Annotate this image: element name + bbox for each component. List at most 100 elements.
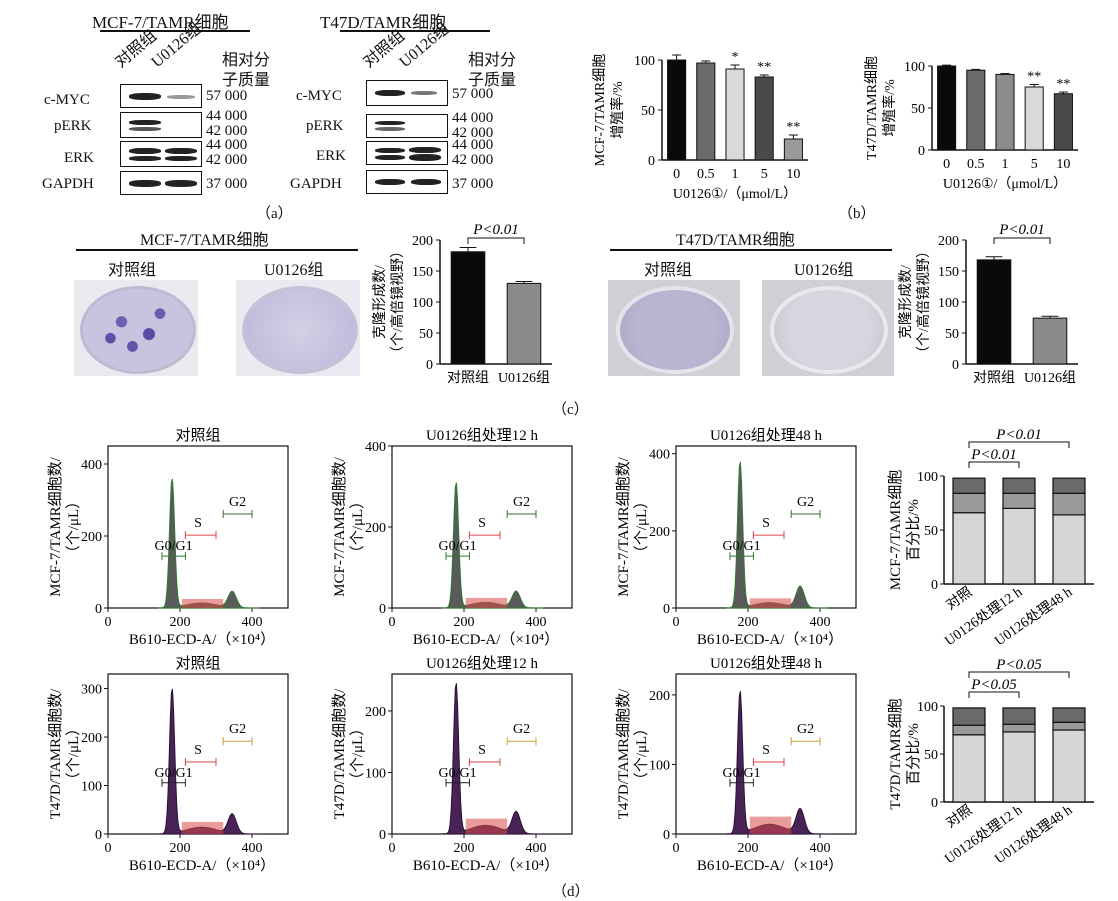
stacked-segment [1052,707,1086,723]
mw-label: 44 000 [206,108,248,124]
mw-label: 37 000 [206,176,248,192]
gate-label: G0/G1 [154,766,192,781]
gate-s [184,531,217,540]
x-axis-label: B610-ECD-A/（×10⁴） [697,631,843,648]
stacked-segment [1052,729,1086,803]
bar [1053,93,1073,151]
y-axis-label: MCF-7/TAMR细胞数/ [615,456,632,596]
y-tick-label: 0 [931,578,938,593]
colony-dish [242,286,358,374]
significance-bracket [993,237,1051,244]
dish-label: 对照组 [644,262,693,279]
y-tick-label: 200 [938,234,959,249]
protein-label: ERK [64,150,94,166]
y-tick-label: 50 [641,104,655,119]
y-tick-label: 200 [81,530,102,545]
protein-label: ERK [316,148,346,164]
colony-dish [616,286,734,374]
y-tick-label: 0 [663,602,670,617]
colony-title-rule [76,249,358,251]
y-axis-label: T47D/TAMR细胞数/ [331,688,348,819]
gate-label: G0/G1 [722,539,760,554]
gate-label: G2 [513,495,530,510]
gate-g2 [506,737,537,746]
gate-label: G2 [797,722,814,737]
bar [1032,317,1068,365]
s-phase-area [181,821,224,834]
y-axis-label: （个/μL） [65,494,82,560]
proliferation-chart-t47d: 0 50 100 0 0.5 1 5 ** 10 ** U0126①/（μmol/L） T47D/TA… [864,56,1078,192]
blot-band [409,154,441,161]
x-tick-label: 400 [242,615,263,630]
blot-band [165,148,197,154]
x-axis-label: U0126①/（μmol/L） [943,176,1067,192]
colony-dish-photo [608,280,740,376]
y-tick-label: 0 [952,358,959,373]
blot-band [411,179,441,185]
x-tick-label: 0.5 [697,167,715,182]
x-axis-label: B610-ECD-A/（×10⁴） [413,631,559,648]
bar [976,259,1012,365]
gate-g2 [222,510,253,519]
blot-band [375,127,405,131]
blot-strip [366,114,448,138]
stacked-segment [1002,477,1036,494]
y-axis-label: （个/高倍镜视野） [915,244,932,360]
x-tick-label: 200 [170,615,191,630]
gate-label: G0/G1 [438,766,476,781]
x-axis-label: B610-ECD-A/（×10⁴） [697,857,843,874]
y-axis-label: 克隆形成数/ [898,265,914,339]
significance-bracket [968,461,1020,468]
y-tick-label: 0 [379,602,386,617]
y-tick-label: 200 [649,525,670,540]
histogram-area [725,691,828,835]
y-tick-label: 150 [412,265,433,280]
gate-label: G0/G1 [438,539,476,554]
y-axis-label: 增殖率/% [609,81,626,139]
y-axis-label: （个/高倍镜视野） [389,244,406,360]
colony-dish-photo [236,280,360,376]
gate-s [752,758,785,766]
y-tick-label: 0 [95,828,102,843]
x-axis-label: U0126①/（μmol/L） [673,186,797,202]
stacked-segment [1002,492,1036,509]
y-tick-label: 100 [917,470,938,485]
significance-mark: ** [1056,77,1070,92]
y-axis-label: （个/μL） [633,721,650,787]
stacked-segment [1002,507,1036,585]
p-value-label: P<0.01 [472,224,519,238]
mw-label: 57 000 [452,86,494,102]
x-tick-label: 对照组 [447,370,489,386]
y-tick-label: 100 [365,766,386,781]
gate-g2 [506,510,537,519]
blot-strip [120,171,202,195]
y-tick-label: 50 [419,327,433,342]
gate-s [752,531,785,540]
colony-dish [770,286,888,374]
gate-label: G2 [229,722,246,737]
dish-label: U0126组 [794,262,854,279]
x-tick-label: U0126组 [498,370,550,386]
gate-g2 [790,510,821,519]
blot-band [411,91,437,95]
mw-label: 44 000 [206,137,248,153]
bar [995,73,1015,151]
panel-label-d: （d） [552,884,590,900]
protein-label: GAPDH [42,176,94,192]
histogram-title: U0126组处理12 h [426,427,539,444]
y-tick-label: 100 [81,780,102,795]
y-tick-label: 100 [649,758,670,773]
blot-band [165,156,197,161]
stacked-segment [1052,477,1086,494]
colony-title: MCF-7/TAMR细胞 [140,232,269,249]
gate-s [468,531,501,540]
mw-label: 42 000 [452,152,494,168]
stacked-segment [952,477,986,494]
gate-g0g1 [445,552,470,561]
blot-band [375,121,405,125]
y-tick-label: 400 [81,458,102,473]
y-tick-label: 300 [81,683,102,698]
significance-mark: * [732,50,739,65]
gate-label: S [478,516,486,531]
x-axis-label: B610-ECD-A/（×10⁴） [129,857,275,874]
